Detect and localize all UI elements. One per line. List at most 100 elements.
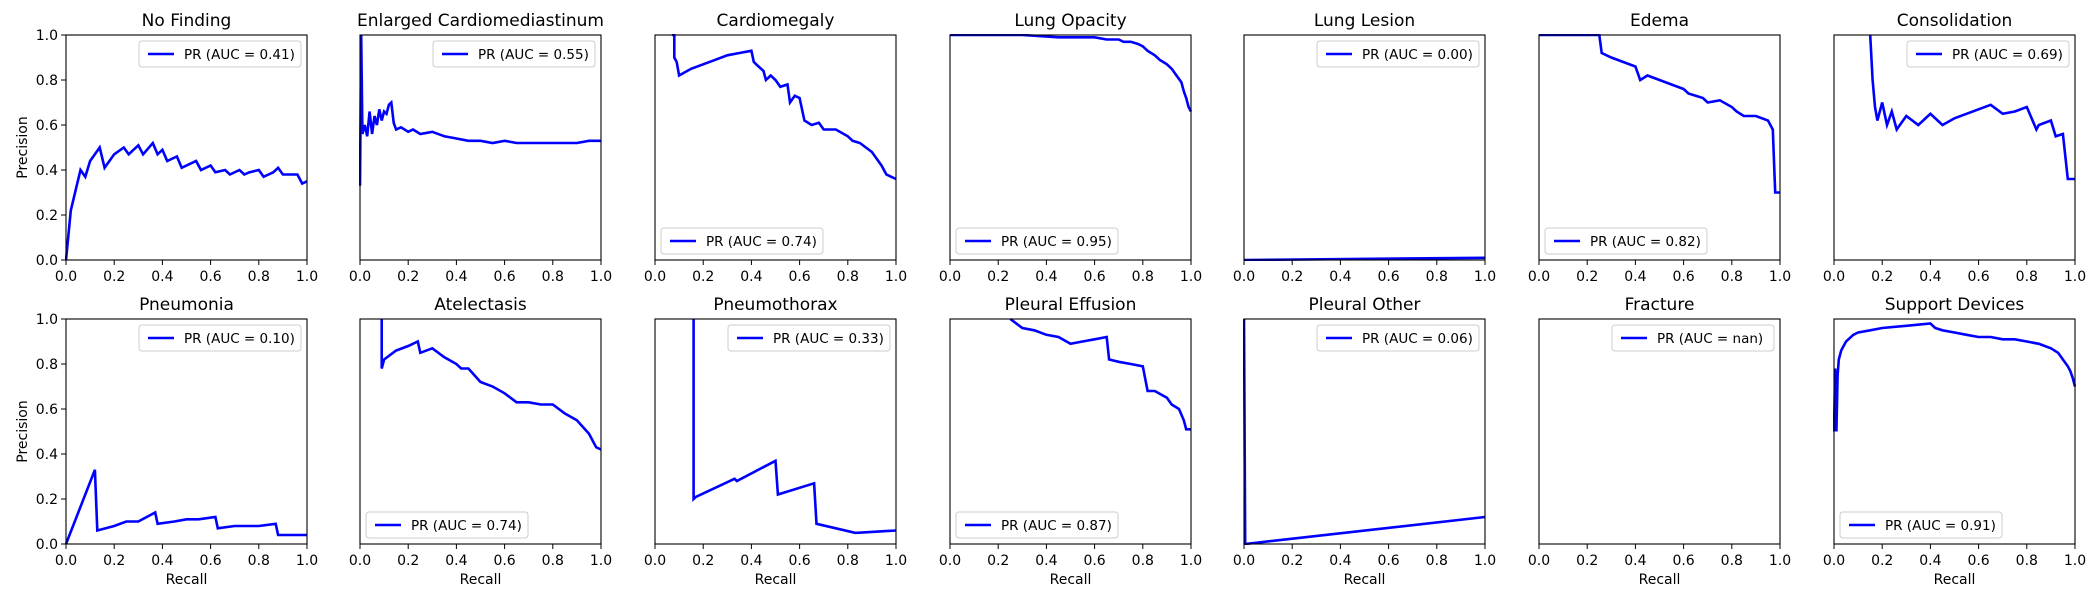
axes-frame bbox=[1538, 34, 1781, 261]
x-tick-label: 0.4 bbox=[1329, 269, 1351, 285]
x-tick-label: 0.2 bbox=[103, 553, 125, 569]
x-tick-label: 1.0 bbox=[2064, 553, 2086, 569]
x-tick-label: 0.8 bbox=[248, 553, 270, 569]
y-axis-label: Precision bbox=[15, 400, 31, 462]
x-tick-label: 0.2 bbox=[1871, 269, 1893, 285]
y-tick-label: 0.6 bbox=[36, 402, 58, 418]
pr-curve-line bbox=[1833, 322, 2076, 432]
x-tick-label: 1.0 bbox=[1769, 269, 1791, 285]
subplot-title: Lung Opacity bbox=[1014, 11, 1126, 31]
x-tick-label: 0.8 bbox=[248, 269, 270, 285]
subplot-consolidation: Consolidation 0.0 0.2 0.4 0.6 0.8 1.0 PR (AUC =… bbox=[1823, 11, 2086, 285]
axes-frame bbox=[359, 318, 602, 545]
legend-box bbox=[1316, 324, 1480, 352]
x-tick-label: 0.6 bbox=[1967, 269, 1989, 285]
legend-label: PR (AUC = 0.06) bbox=[1362, 331, 1473, 347]
x-tick-label: 0.2 bbox=[987, 553, 1009, 569]
x-tick-label: 1.0 bbox=[885, 269, 907, 285]
x-tick-label: 0.8 bbox=[542, 553, 564, 569]
y-tick-label: 0.0 bbox=[36, 253, 58, 269]
pr-curve-line bbox=[65, 140, 308, 261]
subplot-atelectasis: Atelectasis 0.0 0.2 0.4 0.6 0.8 1.0 Recall PR (A… bbox=[349, 295, 612, 588]
legend: PR (AUC = 0.69) bbox=[1906, 40, 2070, 68]
x-tick-label: 0.0 bbox=[644, 553, 666, 569]
subplot-support-devices: Support Devices 0.0 0.2 0.4 0.6 0.8 1.0 Recall P… bbox=[1823, 295, 2086, 588]
y-axis-label: Precision bbox=[15, 116, 31, 178]
pr-curve-line bbox=[65, 469, 307, 545]
x-tick-label: 0.2 bbox=[1281, 553, 1303, 569]
legend-box bbox=[1839, 511, 2003, 539]
legend: PR (AUC = 0.74) bbox=[660, 227, 824, 255]
axes-frame bbox=[65, 34, 308, 261]
x-tick-label: 1.0 bbox=[590, 553, 612, 569]
y-tick-label: 0.2 bbox=[36, 208, 58, 224]
legend-box bbox=[1544, 227, 1708, 255]
x-tick-label: 0.6 bbox=[1083, 269, 1105, 285]
legend: PR (AUC = 0.10) bbox=[138, 324, 302, 352]
x-tick-label: 0.4 bbox=[1329, 553, 1351, 569]
subplot-title: Edema bbox=[1630, 11, 1689, 31]
x-tick-label: 1.0 bbox=[590, 269, 612, 285]
x-tick-label: 0.8 bbox=[1132, 269, 1154, 285]
subplot-title: Enlarged Cardiomediastinum bbox=[357, 11, 604, 31]
x-tick-label: 0.4 bbox=[740, 269, 762, 285]
x-tick-label: 0.0 bbox=[644, 269, 666, 285]
legend: PR (AUC = 0.91) bbox=[1839, 511, 2003, 539]
legend-label: PR (AUC = 0.10) bbox=[184, 331, 295, 347]
legend-box bbox=[955, 227, 1119, 255]
x-tick-label: 0.8 bbox=[1132, 553, 1154, 569]
x-tick-label: 0.8 bbox=[1721, 553, 1743, 569]
legend: PR (AUC = nan) bbox=[1611, 324, 1775, 352]
y-tick-label: 0.8 bbox=[36, 73, 58, 89]
x-tick-label: 0.0 bbox=[55, 553, 77, 569]
pr-curve-line bbox=[1868, 34, 2075, 181]
x-tick-label: 0.4 bbox=[1035, 269, 1057, 285]
x-tick-label: 0.0 bbox=[1528, 269, 1550, 285]
x-tick-label: 0.0 bbox=[55, 269, 77, 285]
pr-curve-line bbox=[1009, 318, 1191, 431]
subplot-title: Consolidation bbox=[1897, 11, 2013, 31]
x-tick-label: 0.4 bbox=[1624, 269, 1646, 285]
legend-label: PR (AUC = 0.95) bbox=[1001, 234, 1112, 250]
subplot-title: Pneumonia bbox=[139, 295, 234, 315]
x-axis-label: Recall bbox=[1934, 572, 1976, 588]
x-tick-label: 0.8 bbox=[542, 269, 564, 285]
axes-frame bbox=[1243, 34, 1486, 261]
subplot-fracture: Fracture 0.0 0.2 0.4 0.6 0.8 1.0 Recall PR (AUC … bbox=[1528, 295, 1791, 588]
x-axis-label: Recall bbox=[1344, 572, 1386, 588]
legend-label: PR (AUC = nan) bbox=[1657, 331, 1763, 347]
x-tick-label: 0.2 bbox=[1871, 553, 1893, 569]
subplot-title: Pneumothorax bbox=[713, 295, 837, 315]
pr-curve-line bbox=[359, 34, 601, 186]
y-tick-label: 0.0 bbox=[36, 537, 58, 553]
y-tick-label: 0.4 bbox=[36, 163, 58, 179]
legend-label: PR (AUC = 0.74) bbox=[411, 518, 522, 534]
legend-label: PR (AUC = 0.00) bbox=[1362, 47, 1473, 63]
x-tick-label: 0.0 bbox=[349, 553, 371, 569]
x-tick-label: 1.0 bbox=[296, 269, 318, 285]
y-tick-label: 0.6 bbox=[36, 118, 58, 134]
y-tick-label: 0.2 bbox=[36, 492, 58, 508]
y-tick-label: 1.0 bbox=[36, 28, 58, 44]
legend: PR (AUC = 0.95) bbox=[955, 227, 1119, 255]
x-tick-label: 0.4 bbox=[1919, 553, 1941, 569]
legend: PR (AUC = 0.41) bbox=[138, 40, 302, 68]
x-tick-label: 1.0 bbox=[1474, 269, 1496, 285]
subplot-title: Lung Lesion bbox=[1314, 11, 1415, 31]
legend: PR (AUC = 0.74) bbox=[365, 511, 529, 539]
legend-box bbox=[365, 511, 529, 539]
x-tick-label: 1.0 bbox=[2064, 269, 2086, 285]
subplot-pleural-other: Pleural Other 0.0 0.2 0.4 0.6 0.8 1.0 Recall PR … bbox=[1233, 295, 1496, 588]
pr-curve-line bbox=[1539, 34, 1780, 194]
x-tick-label: 1.0 bbox=[296, 553, 318, 569]
axes-frame bbox=[1833, 318, 2076, 545]
x-tick-label: 0.6 bbox=[1083, 553, 1105, 569]
x-tick-label: 0.2 bbox=[692, 553, 714, 569]
y-tick-label: 0.4 bbox=[36, 447, 58, 463]
x-tick-label: 0.4 bbox=[1624, 553, 1646, 569]
x-tick-label: 0.0 bbox=[1233, 553, 1255, 569]
x-tick-label: 0.2 bbox=[1281, 269, 1303, 285]
legend-box bbox=[432, 40, 596, 68]
axes-frame bbox=[654, 34, 897, 261]
legend-label: PR (AUC = 0.55) bbox=[478, 47, 589, 63]
